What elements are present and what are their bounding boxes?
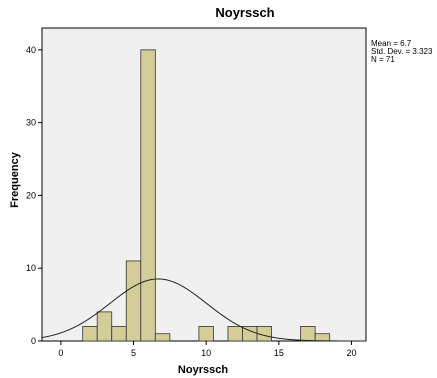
y-tick-label: 0 (31, 336, 36, 346)
normal-curve (41, 278, 366, 342)
histogram-bar (111, 326, 127, 342)
x-tick-label: 15 (274, 348, 284, 358)
histogram-bar (198, 326, 214, 342)
x-tick-label: 20 (346, 348, 356, 358)
plot-area (41, 27, 367, 342)
y-tick-label: 30 (26, 118, 36, 128)
y-tick-label: 20 (26, 190, 36, 200)
histogram-bar (82, 326, 98, 342)
x-tick-label: 0 (58, 348, 63, 358)
chart-title: Noyrssch (215, 5, 274, 20)
x-tick-label: 10 (201, 348, 211, 358)
stats-line: N = 71 (371, 55, 395, 64)
histogram-bar (140, 49, 156, 342)
histogram-bar (300, 326, 316, 342)
y-axis-ticks: 0 10 20 30 40 (26, 45, 42, 346)
histogram-bar (96, 311, 113, 342)
histogram-bar (125, 260, 142, 342)
y-axis-label: Frequency (9, 151, 21, 208)
y-tick-label: 10 (26, 263, 36, 273)
stats-line: Mean = 6.7 (371, 39, 412, 48)
x-axis-ticks: 0 5 10 15 20 (58, 341, 356, 358)
histogram-bar (227, 326, 243, 342)
stats-line: Std. Dev. = 3.323 (371, 47, 433, 56)
x-tick-label: 5 (131, 348, 136, 358)
histogram-bar (314, 333, 331, 342)
histogram-bar (154, 333, 171, 342)
x-axis-label: Noyrssch (178, 364, 228, 376)
bars-group (82, 49, 331, 342)
y-tick-label: 40 (26, 45, 36, 55)
